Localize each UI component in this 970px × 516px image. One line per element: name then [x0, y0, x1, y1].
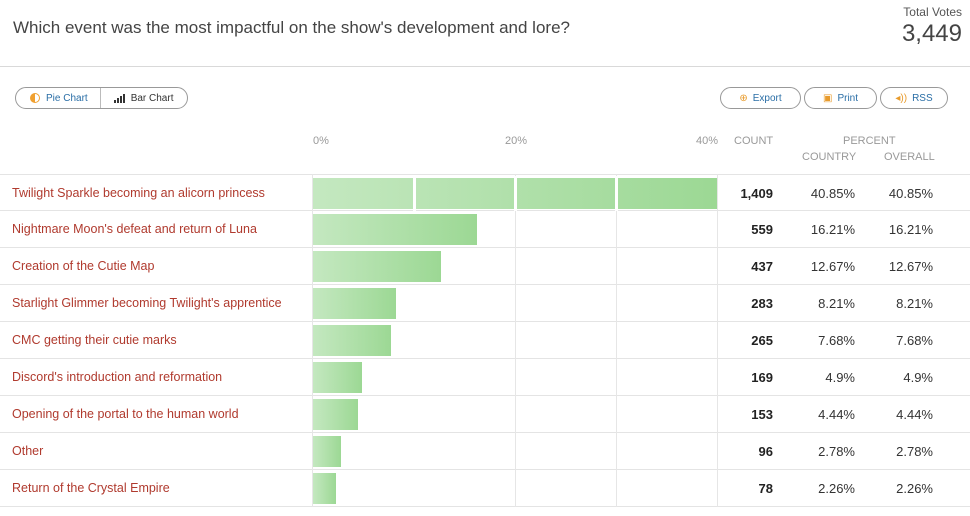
total-votes-value: 3,449 [901, 20, 962, 47]
export-button[interactable]: ⊕ Export [720, 87, 801, 109]
result-bar [313, 178, 717, 209]
result-bar [313, 325, 391, 356]
overall-percent: 12.67% [888, 259, 933, 274]
answer-label[interactable]: Opening of the portal to the human world [12, 407, 239, 421]
table-row: Nightmare Moon's defeat and return of Lu… [0, 211, 970, 248]
overall-percent: 4.44% [896, 407, 933, 422]
overall-percent: 2.78% [896, 444, 933, 459]
count-column-header: COUNT [734, 135, 774, 147]
answer-label[interactable]: Discord's introduction and reformation [12, 370, 223, 384]
answer-label[interactable]: Twilight Sparkle becoming an alicorn pri… [12, 186, 265, 200]
chart-type-toggle: Pie Chart Bar Chart [15, 87, 189, 109]
axis-tick-40: 40% [696, 135, 719, 147]
rss-button[interactable]: ◂)) RSS [880, 87, 948, 109]
country-percent: 4.9% [825, 370, 855, 385]
overall-percent: 16.21% [888, 222, 933, 237]
percent-column-header: PERCENT [843, 135, 896, 147]
table-row: Other 96 2.78% 2.78% [0, 433, 970, 470]
country-percent: 7.68% [818, 333, 855, 348]
export-label: Export [752, 92, 782, 104]
rss-label: RSS [912, 92, 933, 104]
poll-question: Which event was the most impactful on th… [13, 18, 570, 37]
bar-chart-icon [113, 93, 126, 103]
table-row: Opening of the portal to the human world… [0, 396, 970, 433]
table-row: Discord's introduction and reformation 16… [0, 359, 970, 396]
vote-count: 96 [758, 444, 773, 459]
vote-count: 437 [751, 259, 773, 274]
print-label: Print [837, 92, 858, 104]
country-percent: 12.67% [810, 259, 855, 274]
country-percent: 40.85% [810, 186, 855, 201]
table-row: Twilight Sparkle becoming an alicorn pri… [0, 174, 970, 211]
vote-count: 283 [751, 296, 773, 311]
country-percent: 8.21% [818, 296, 855, 311]
overall-percent: 8.21% [896, 296, 933, 311]
total-votes-label: Total Votes [903, 5, 962, 19]
overall-percent: 4.9% [903, 370, 933, 385]
country-column-header: COUNTRY [802, 151, 857, 163]
answer-label[interactable]: CMC getting their cutie marks [12, 333, 177, 347]
axis-tick-0: 0% [313, 135, 329, 147]
answer-label[interactable]: Return of the Crystal Empire [12, 481, 170, 495]
rss-icon: ◂)) [895, 92, 908, 104]
vote-count: 265 [751, 333, 773, 348]
table-row: Return of the Crystal Empire 78 2.26% 2.26% [0, 470, 970, 507]
vote-count: 78 [758, 481, 773, 496]
axis-tick-20: 20% [505, 135, 528, 147]
results-table: Twilight Sparkle becoming an alicorn pri… [0, 174, 970, 507]
result-bar [313, 473, 336, 504]
vote-count: 559 [751, 222, 773, 237]
country-percent: 16.21% [810, 222, 855, 237]
table-row: CMC getting their cutie marks 265 7.68% 7.6… [0, 322, 970, 359]
result-bar [313, 288, 396, 319]
print-button[interactable]: ▣ Print [804, 87, 877, 109]
result-bar [313, 436, 342, 467]
bar-chart-button[interactable]: Bar Chart [101, 88, 188, 108]
answer-label[interactable]: Starlight Glimmer becoming Twilight's ap… [12, 296, 282, 310]
result-bar [313, 251, 441, 282]
pie-chart-icon [30, 93, 40, 103]
result-bar [313, 214, 477, 245]
poll-header: Which event was the most impactful on th… [0, 0, 970, 67]
printer-icon: ▣ [822, 92, 833, 104]
vote-count: 169 [751, 370, 773, 385]
vote-count: 1,409 [740, 186, 773, 201]
vote-count: 153 [751, 407, 773, 422]
overall-column-header: OVERALL [884, 151, 935, 163]
country-percent: 2.78% [818, 444, 855, 459]
table-row: Starlight Glimmer becoming Twilight's ap… [0, 285, 970, 322]
answer-label[interactable]: Creation of the Cutie Map [12, 259, 155, 273]
pie-chart-label: Pie Chart [46, 92, 88, 104]
pie-chart-button[interactable]: Pie Chart [16, 88, 101, 108]
bar-chart-label: Bar Chart [130, 92, 174, 104]
overall-percent: 40.85% [888, 186, 933, 201]
country-percent: 4.44% [818, 407, 855, 422]
overall-percent: 2.26% [896, 481, 933, 496]
answer-label[interactable]: Nightmare Moon's defeat and return of Lu… [12, 222, 257, 236]
result-bar [313, 362, 363, 393]
table-row: Creation of the Cutie Map 437 12.67% 12.67% [0, 248, 970, 285]
answer-label[interactable]: Other [12, 444, 44, 458]
export-icon: ⊕ [739, 92, 748, 104]
result-bar [313, 399, 358, 430]
overall-percent: 7.68% [896, 333, 933, 348]
country-percent: 2.26% [818, 481, 855, 496]
